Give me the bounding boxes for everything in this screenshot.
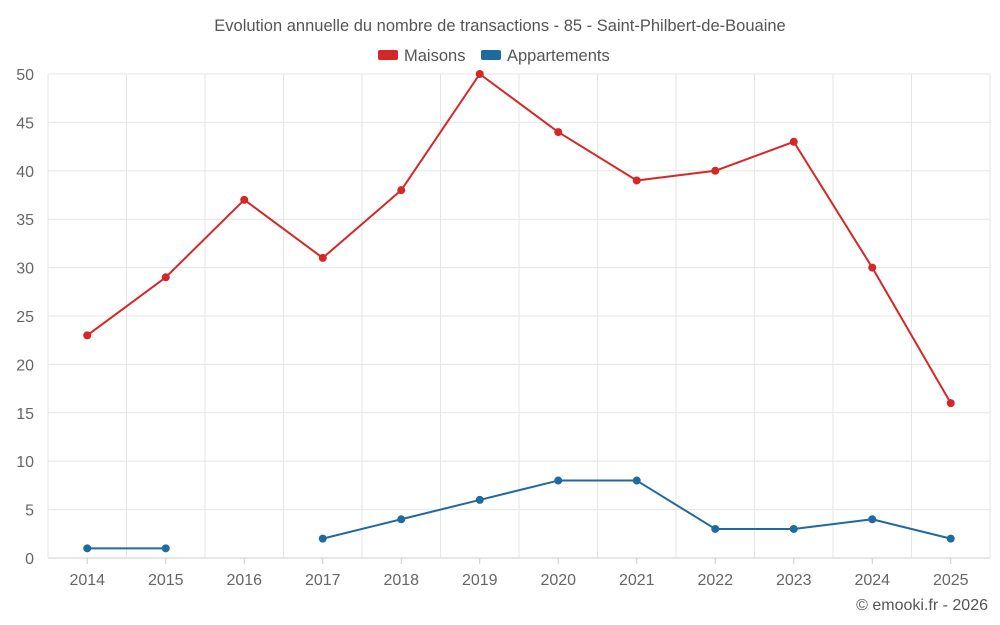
y-tick-label-10: 10 (16, 454, 34, 471)
grid (47, 73, 991, 559)
x-tick-label-2017: 2017 (305, 572, 341, 589)
y-tick-label-25: 25 (16, 309, 34, 326)
legend-item-appartements[interactable]: Appartements (481, 47, 610, 65)
x-tick-label-2024: 2024 (854, 572, 890, 589)
legend-label-appartements: Appartements (507, 47, 610, 65)
point-maisons-2025[interactable] (946, 399, 955, 408)
x-tick-label-2022: 2022 (697, 572, 733, 589)
legend-label-maisons: Maisons (404, 47, 465, 65)
point-appartements-2025[interactable] (946, 534, 955, 543)
x-tick-label-2023: 2023 (776, 572, 812, 589)
point-maisons-2019[interactable] (475, 70, 484, 78)
series-line-maisons-0 (86, 73, 952, 404)
point-appartements-2020[interactable] (554, 476, 563, 485)
point-maisons-2014[interactable] (83, 331, 92, 340)
x-tick-label-2016: 2016 (226, 572, 262, 589)
y-tick-label-0: 0 (25, 551, 34, 568)
credit-text: © emooki.fr - 2026 (856, 597, 988, 614)
series-maisons (83, 70, 955, 408)
x-tick-label-2018: 2018 (383, 572, 419, 589)
point-appartements-2018[interactable] (397, 515, 406, 524)
y-tick-label-30: 30 (16, 261, 34, 278)
y-tick-label-20: 20 (16, 357, 34, 374)
point-appartements-2022[interactable] (711, 524, 720, 533)
y-tick-label-50: 50 (16, 67, 34, 84)
y-tick-label-45: 45 (16, 115, 34, 132)
point-maisons-2022[interactable] (711, 166, 720, 175)
chart-title: Evolution annuelle du nombre de transact… (214, 17, 785, 35)
point-maisons-2023[interactable] (789, 137, 798, 146)
point-appartements-2014[interactable] (83, 544, 92, 553)
y-tick-label-40: 40 (16, 164, 34, 181)
point-appartements-2017[interactable] (318, 534, 327, 543)
point-maisons-2018[interactable] (397, 186, 406, 195)
series-appartements (83, 476, 955, 553)
y-tick-label-15: 15 (16, 406, 34, 423)
point-maisons-2015[interactable] (161, 273, 170, 282)
point-maisons-2016[interactable] (240, 195, 249, 204)
series (83, 70, 955, 553)
point-appartements-2024[interactable] (868, 515, 877, 524)
point-appartements-2019[interactable] (475, 495, 484, 504)
x-tick-label-2025: 2025 (933, 572, 969, 589)
y-axis-ticks: 0 5 10 15 20 25 30 35 40 45 50 (16, 67, 34, 568)
point-maisons-2021[interactable] (632, 176, 641, 185)
x-axis-ticks: 2014 2015 2016 2017 2018 2019 2020 2021 2022 2023… (69, 558, 969, 589)
x-tick-label-2019: 2019 (462, 572, 498, 589)
x-tick-label-2014: 2014 (69, 572, 105, 589)
point-appartements-2021[interactable] (632, 476, 641, 485)
point-appartements-2015[interactable] (161, 544, 170, 553)
y-tick-label-5: 5 (25, 503, 34, 520)
x-tick-label-2021: 2021 (619, 572, 655, 589)
x-tick-label-2015: 2015 (148, 572, 184, 589)
point-maisons-2020[interactable] (554, 128, 563, 137)
y-tick-label-35: 35 (16, 212, 34, 229)
legend-swatch-appartements (481, 50, 501, 60)
x-tick-label-2020: 2020 (540, 572, 576, 589)
point-maisons-2024[interactable] (868, 263, 877, 272)
point-maisons-2017[interactable] (318, 253, 327, 262)
point-appartements-2023[interactable] (789, 524, 798, 533)
legend: Maisons Appartements (378, 47, 610, 65)
legend-swatch-maisons (378, 50, 398, 60)
legend-item-maisons[interactable]: Maisons (378, 47, 465, 65)
